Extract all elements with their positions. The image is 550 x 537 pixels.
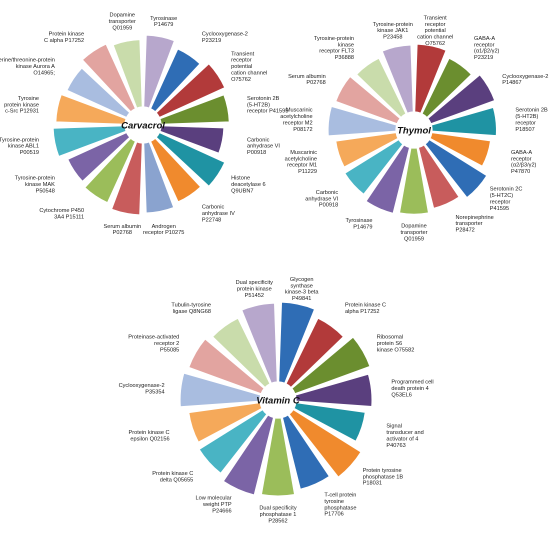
slice-label: Programmed cell death protein 4 Q53EL6 xyxy=(391,380,433,399)
pie-slice xyxy=(155,131,226,188)
slice-label: Tyrosine protein kinase c-Src P12931 xyxy=(4,96,39,115)
pie-slice xyxy=(149,48,201,113)
slice-label: Cytochrome P450 3A4 P15111 xyxy=(39,208,84,220)
slice-label: Serotonin 2B (5-HT2B) receptor P41595 xyxy=(247,96,288,115)
pie-slice xyxy=(398,147,430,215)
chart-2: Glycogen synthase kinase-3 beta P49841 Prote… xyxy=(119,277,434,525)
slice-label: T-cell protein tyrosine phosphatase P17706 xyxy=(324,493,356,518)
pie-slice xyxy=(421,57,473,119)
slice-label: Protein kinase C alpha P17252 xyxy=(44,32,84,44)
pie-slice xyxy=(424,138,488,199)
pie-slice xyxy=(343,138,404,196)
slice-label: Glycogen synthase kinase-3 beta P49841 xyxy=(285,277,319,302)
pie-slice xyxy=(159,125,225,155)
slice-label: Tyrosinase P14679 xyxy=(150,16,177,28)
slice-label: Androgen receptor P10275 xyxy=(143,224,184,236)
pie-slice xyxy=(222,414,275,496)
slice-label: Transient receptor potential cation channel… xyxy=(231,51,267,83)
pie-slice xyxy=(365,144,411,215)
slice-label: Ribosomal protein S6 kinase O75582 xyxy=(377,335,415,354)
pie-slice xyxy=(290,336,371,395)
pie-slice xyxy=(355,57,407,119)
pie-slice xyxy=(426,73,496,125)
pie-slice xyxy=(143,141,175,214)
slice-label: Signal transducer and activator of 4 P40763 xyxy=(386,424,423,449)
pie-slice xyxy=(187,338,266,395)
slice-label: Tyrosinase P14679 xyxy=(345,218,372,230)
pie-slice xyxy=(198,408,268,475)
pie-slice xyxy=(293,401,367,443)
slice-label: Dual specificity protein kinase P51452 xyxy=(236,280,274,299)
slice-label: Tyrosine-protein kinase MAK P50548 xyxy=(15,176,55,195)
slice-label: Muscarinic acetylcholine receptor M2 P08172 xyxy=(280,108,313,133)
pie-slice xyxy=(260,417,296,497)
pie-slice xyxy=(179,372,262,408)
chart-1: Transient receptor potential cation channel… xyxy=(280,15,548,242)
pie-slice xyxy=(112,38,143,109)
slice-label: Carbonic anhydrase VI P00918 xyxy=(305,190,338,209)
slice-label: GABA-A receptor (α2/β3/γ2) P47870 xyxy=(511,150,537,175)
slice-label: Dopamine transporter Q01959 xyxy=(109,13,136,32)
slice-label: Carbonic anhydrase IV P22748 xyxy=(202,205,235,224)
slice-label: Tyrosine-protein kinase receptor FLT3 P3688… xyxy=(314,36,354,61)
slice-label: Serotonin 2B (5-HT2B) receptor P18507 xyxy=(515,108,548,133)
chart-title: Thymol xyxy=(397,126,431,137)
pie-slice xyxy=(285,317,345,389)
slice-label: Tubulin-tyrosine ligase Q8NG68 xyxy=(171,303,211,315)
pie-slice xyxy=(414,43,447,115)
slice-label: Carbonic anhydrase VI P00918 xyxy=(247,137,280,156)
pie-slice xyxy=(81,43,137,113)
pie-slice xyxy=(83,137,137,204)
chart-0: Tyrosinase P14679 Cyclooxygenase-2 P23219 Tr… xyxy=(0,13,288,237)
pie-slice xyxy=(417,144,461,210)
slice-label: Serum albumin P02768 xyxy=(103,224,141,236)
pie-slice xyxy=(327,105,398,137)
slice-label: Proteinase-activated receptor 2 P55085 xyxy=(128,335,179,354)
pie-slice xyxy=(159,93,230,125)
pie-slice xyxy=(240,302,278,385)
slice-label: Tyrosine-protein kinase JAK1 P23458 xyxy=(373,22,413,41)
pie-slice xyxy=(381,44,414,115)
pie-slice xyxy=(66,131,131,183)
pie-slice xyxy=(334,131,399,168)
pie-slice xyxy=(188,401,263,444)
slice-label: Protein tyrosine phosphatase 1B P18031 xyxy=(363,468,404,487)
pie-slice xyxy=(288,408,362,479)
pie-slice xyxy=(278,301,316,385)
slice-label: Tyrosine-protein kinase ABL1 P00519 xyxy=(0,137,39,156)
pie-slice xyxy=(211,317,271,389)
pie-slice xyxy=(143,34,176,109)
slice-label: Cyclooxygenase-2 P35354 xyxy=(119,383,165,395)
slice-label: Norepinephrine transporter P28472 xyxy=(456,215,494,234)
pie-slice xyxy=(281,414,331,491)
slice-label: GABA-A receptor (α1/β2/γ2) P23219 xyxy=(474,36,500,61)
pie-slice xyxy=(149,137,202,203)
pie-slice xyxy=(334,75,402,125)
pie-slice xyxy=(55,93,127,125)
slice-label: Dual specificity phosphatase 1 P28562 xyxy=(259,506,297,525)
pie-slice xyxy=(110,141,143,216)
pie-slice xyxy=(52,125,127,158)
pie-slice xyxy=(155,62,226,119)
pie-slice xyxy=(429,131,492,168)
slice-label: Low molecular weight PTP P24666 xyxy=(196,496,232,515)
slice-label: Serotonin 2C (5-HT2C) receptor P41595 xyxy=(490,187,523,212)
pie-slice xyxy=(430,106,498,137)
slice-label: Dopamine transporter Q01959 xyxy=(400,224,427,243)
slice-label: Serum albumin P02768 xyxy=(288,74,326,86)
slice-label: Cyclooxygenase-2 P14867 xyxy=(502,74,548,86)
pie-slice xyxy=(66,67,131,119)
chart-title: Carvacrol xyxy=(121,121,165,132)
pie-slice xyxy=(294,373,373,408)
slice-label: Muscarinic acetylcholine receptor M1 P11229 xyxy=(285,150,318,175)
slice-label: Transient receptor potential cation channel… xyxy=(417,15,453,47)
chart-title: Vitamin C xyxy=(256,396,300,407)
slice-label: Histone deacetylase 6 Q9UBN7 xyxy=(231,176,266,195)
slice-label: Cyclooxygenase-2 P23219 xyxy=(202,32,248,44)
